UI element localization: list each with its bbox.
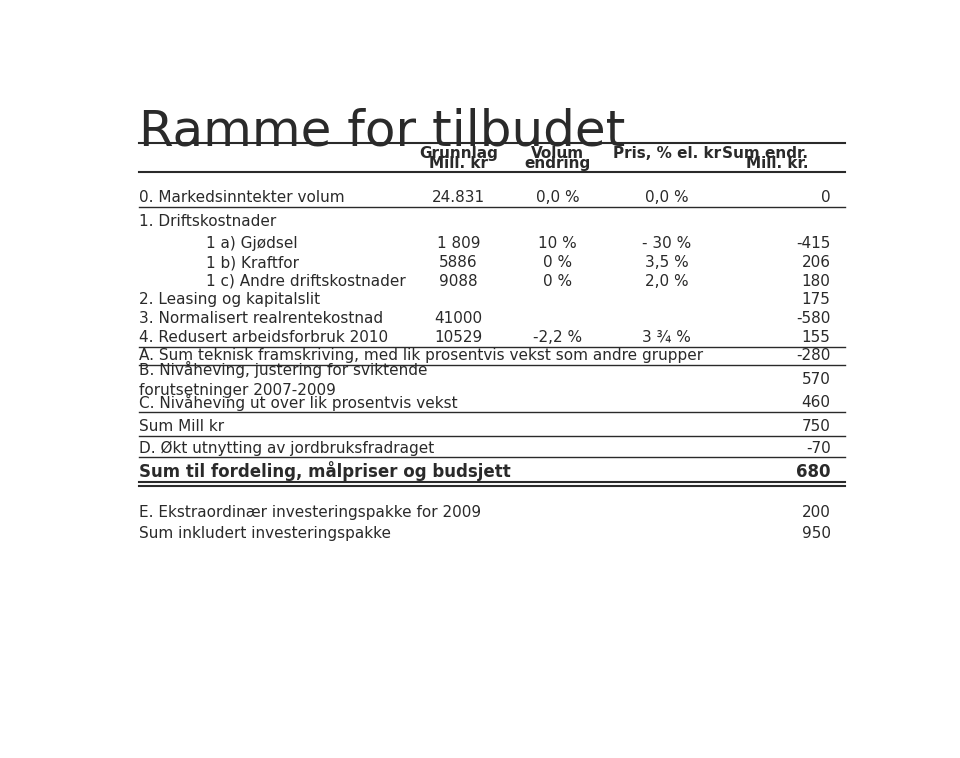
Text: 680: 680: [796, 462, 830, 481]
Text: 175: 175: [802, 293, 830, 308]
Text: Mill. kr.: Mill. kr.: [746, 156, 808, 171]
Text: C. Nivåheving ut over lik prosentvis vekst: C. Nivåheving ut over lik prosentvis vek…: [138, 394, 457, 411]
Text: -280: -280: [796, 349, 830, 363]
Text: 9088: 9088: [440, 274, 478, 289]
Text: 2,0 %: 2,0 %: [645, 274, 688, 289]
Text: endring: endring: [524, 156, 590, 171]
Text: -70: -70: [805, 440, 830, 456]
Text: 1. Driftskostnader: 1. Driftskostnader: [138, 215, 276, 229]
Text: 3. Normalisert realrentekostnad: 3. Normalisert realrentekostnad: [138, 311, 383, 326]
Text: Sum Mill kr: Sum Mill kr: [138, 419, 224, 434]
Text: D. Økt utnytting av jordbruksfradraget: D. Økt utnytting av jordbruksfradraget: [138, 440, 434, 456]
Text: - 30 %: - 30 %: [642, 236, 691, 252]
Text: E. Ekstraordinær investeringspakke for 2009: E. Ekstraordinær investeringspakke for 2…: [138, 505, 481, 520]
Text: 10529: 10529: [434, 330, 483, 345]
Text: Ramme for tilbudet: Ramme for tilbudet: [138, 108, 625, 155]
Text: 0: 0: [821, 190, 830, 205]
Text: -580: -580: [796, 311, 830, 326]
Text: 1 c) Andre driftskostnader: 1 c) Andre driftskostnader: [205, 274, 405, 289]
Text: 1 b) Kraftfor: 1 b) Kraftfor: [205, 255, 299, 270]
Text: 0 %: 0 %: [543, 255, 572, 270]
Text: Sum inkludert investeringspakke: Sum inkludert investeringspakke: [138, 526, 391, 541]
Text: 200: 200: [802, 505, 830, 520]
Text: A. Sum teknisk framskriving, med lik prosentvis vekst som andre grupper: A. Sum teknisk framskriving, med lik pro…: [138, 349, 703, 363]
Text: 0,0 %: 0,0 %: [536, 190, 579, 205]
Text: -2,2 %: -2,2 %: [533, 330, 582, 345]
Text: Volum: Volum: [531, 146, 584, 161]
Text: 41000: 41000: [435, 311, 483, 326]
Text: 5886: 5886: [440, 255, 478, 270]
Text: 0 %: 0 %: [543, 274, 572, 289]
Text: 750: 750: [802, 419, 830, 434]
Text: Mill. kr: Mill. kr: [429, 156, 488, 171]
Text: 3 ¾ %: 3 ¾ %: [642, 330, 691, 345]
Text: 0,0 %: 0,0 %: [645, 190, 688, 205]
Text: 10 %: 10 %: [539, 236, 577, 252]
Text: 1 a) Gjødsel: 1 a) Gjødsel: [205, 236, 298, 252]
Text: 2. Leasing og kapitalslit: 2. Leasing og kapitalslit: [138, 293, 320, 308]
Text: 950: 950: [802, 526, 830, 541]
Text: -415: -415: [796, 236, 830, 252]
Text: 460: 460: [802, 395, 830, 410]
Text: B. Nivåheving, justering for sviktende
forutsetninger 2007-2009: B. Nivåheving, justering for sviktende f…: [138, 361, 427, 398]
Text: 0. Markedsinntekter volum: 0. Markedsinntekter volum: [138, 190, 345, 205]
Text: Pris, % el. kr: Pris, % el. kr: [612, 146, 721, 161]
Text: 155: 155: [802, 330, 830, 345]
Text: 180: 180: [802, 274, 830, 289]
Text: Sum til fordeling, målpriser og budsjett: Sum til fordeling, målpriser og budsjett: [138, 462, 511, 481]
Text: 3,5 %: 3,5 %: [645, 255, 688, 270]
Text: 206: 206: [802, 255, 830, 270]
Text: 1 809: 1 809: [437, 236, 480, 252]
Text: 4. Redusert arbeidsforbruk 2010: 4. Redusert arbeidsforbruk 2010: [138, 330, 388, 345]
Text: Sum endr.: Sum endr.: [722, 146, 808, 161]
Text: 24.831: 24.831: [432, 190, 485, 205]
Text: 570: 570: [802, 371, 830, 387]
Text: Grunnlag: Grunnlag: [420, 146, 498, 161]
